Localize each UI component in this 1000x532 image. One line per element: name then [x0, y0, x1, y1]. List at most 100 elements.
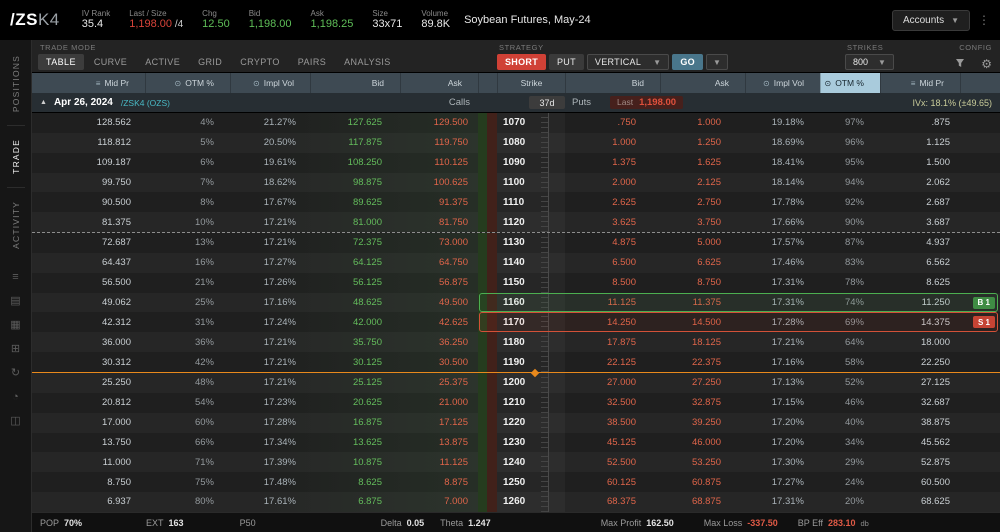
call-bid[interactable]: 6.875	[358, 496, 382, 508]
call-ask[interactable]: 17.125	[438, 417, 468, 429]
call-ask[interactable]: 30.500	[438, 356, 468, 368]
call-ask[interactable]: 8.875	[444, 476, 468, 488]
put-bid[interactable]: 68.375	[606, 496, 636, 508]
put-mid-price[interactable]: 1.500	[926, 157, 950, 169]
call-ask[interactable]: 91.375	[438, 196, 468, 208]
call-bid[interactable]: 25.125	[352, 377, 382, 389]
collapse-chevron-icon[interactable]: ▲	[40, 99, 47, 106]
call-mid-price[interactable]: 118.812	[97, 137, 131, 149]
put-ask[interactable]: 68.875	[691, 496, 721, 508]
put-bid[interactable]: 14.250	[606, 316, 636, 328]
type-put-button[interactable]: PUT	[549, 54, 584, 70]
put-ask[interactable]: 60.875	[691, 476, 721, 488]
buy-leg-badge[interactable]: B 1	[972, 296, 995, 309]
strategy-expand-button[interactable]: ▼	[705, 54, 729, 70]
put-ask[interactable]: 2.125	[697, 176, 721, 188]
header-put-ask[interactable]: Ask	[660, 73, 745, 93]
put-mid-price[interactable]: 45.562	[920, 436, 950, 448]
sidebar-tab-positions[interactable]: POSITIONS	[10, 55, 21, 113]
call-mid-price[interactable]: 90.500	[101, 196, 131, 208]
more-menu-icon[interactable]: ⋮	[978, 13, 990, 27]
header-call-ask[interactable]: Ask	[400, 73, 478, 93]
strikes-select[interactable]: 800 ▼	[845, 54, 894, 70]
call-bid[interactable]: 117.875	[348, 137, 382, 149]
call-mid-price[interactable]: 36.000	[101, 336, 131, 348]
apps-icon[interactable]: ⊞	[10, 342, 21, 355]
tab-analysis[interactable]: ANALYSIS	[344, 57, 391, 67]
history-icon[interactable]: ↻	[10, 366, 21, 379]
header-put-impl-vol[interactable]: ⊙ Impl Vol	[745, 73, 820, 93]
put-mid-price[interactable]: 32.687	[920, 397, 950, 409]
call-mid-price[interactable]: 56.500	[101, 277, 131, 289]
put-ask[interactable]: 1.000	[697, 117, 721, 129]
call-ask[interactable]: 36.250	[438, 336, 468, 348]
side-short-button[interactable]: SHORT	[497, 54, 546, 70]
tab-pairs[interactable]: PAIRS	[297, 57, 327, 67]
call-ask[interactable]: 42.625	[438, 316, 468, 328]
put-mid-price[interactable]: 18.000	[920, 336, 950, 348]
put-bid[interactable]: 2.625	[612, 196, 636, 208]
call-mid-price[interactable]: 64.437	[101, 257, 131, 269]
rows-icon[interactable]: ▤	[10, 294, 21, 307]
header-put-otm[interactable]: ⊙ OTM %	[820, 73, 880, 93]
put-mid-price[interactable]: 3.687	[926, 216, 950, 228]
put-bid[interactable]: 27.000	[606, 377, 636, 389]
put-ask[interactable]: 5.000	[697, 237, 721, 249]
call-mid-price[interactable]: 109.187	[96, 157, 131, 169]
call-mid-price[interactable]: 72.687	[101, 237, 131, 249]
put-ask[interactable]: 53.250	[691, 456, 721, 468]
put-bid[interactable]: 38.500	[606, 417, 636, 429]
put-bid[interactable]: 1.000	[612, 137, 636, 149]
journal-icon[interactable]: ▦	[10, 318, 21, 331]
header-call-otm[interactable]: ⊙ OTM %	[145, 73, 230, 93]
put-ask[interactable]: 8.750	[697, 277, 721, 289]
list-icon[interactable]: ≡	[12, 270, 19, 283]
put-ask[interactable]: 46.000	[691, 436, 721, 448]
call-ask[interactable]: 21.000	[438, 397, 468, 409]
put-bid[interactable]: 32.500	[606, 397, 636, 409]
put-ask[interactable]: 32.875	[691, 397, 721, 409]
header-call-impl-vol[interactable]: ⊙ Impl Vol	[230, 73, 310, 93]
put-ask[interactable]: 1.625	[697, 157, 721, 169]
call-ask[interactable]: 81.750	[438, 216, 468, 228]
call-mid-price[interactable]: 17.000	[101, 417, 131, 429]
sidebar-tab-activity[interactable]: ACTIVITY	[10, 200, 21, 249]
call-mid-price[interactable]: 25.250	[101, 377, 131, 389]
put-ask[interactable]: 22.375	[691, 356, 721, 368]
put-mid-price[interactable]: 52.875	[920, 456, 950, 468]
put-ask[interactable]: 11.375	[692, 297, 721, 309]
call-bid[interactable]: 89.625	[352, 196, 382, 208]
call-bid[interactable]: 56.125	[352, 277, 382, 289]
tab-grid[interactable]: GRID	[198, 57, 223, 67]
call-mid-price[interactable]: 20.812	[101, 397, 131, 409]
put-mid-price[interactable]: 8.625	[926, 277, 950, 289]
call-bid[interactable]: 48.625	[352, 297, 382, 309]
put-ask[interactable]: 3.750	[697, 216, 721, 228]
put-bid[interactable]: .750	[617, 117, 637, 129]
call-mid-price[interactable]: 42.312	[101, 316, 131, 328]
put-bid[interactable]: 6.500	[612, 257, 636, 269]
put-bid[interactable]: 17.875	[606, 336, 636, 348]
call-ask[interactable]: 11.125	[439, 456, 468, 468]
put-mid-price[interactable]: .875	[931, 117, 951, 129]
put-mid-price[interactable]: 27.125	[920, 377, 950, 389]
call-ask[interactable]: 100.625	[433, 176, 468, 188]
call-ask[interactable]: 25.375	[438, 377, 468, 389]
call-bid[interactable]: 72.375	[352, 237, 382, 249]
header-put-mid-price[interactable]: ≡ Mid Pr	[880, 73, 960, 93]
call-mid-price[interactable]: 30.312	[101, 356, 131, 368]
call-mid-price[interactable]: 128.562	[96, 117, 131, 129]
traders-icon[interactable]: ◔	[12, 390, 19, 403]
put-mid-price[interactable]: 2.687	[926, 196, 950, 208]
call-ask[interactable]: 119.750	[434, 137, 468, 149]
put-mid-price[interactable]: 6.562	[926, 257, 950, 269]
call-ask[interactable]: 49.500	[438, 297, 468, 309]
call-ask[interactable]: 73.000	[438, 237, 468, 249]
put-ask[interactable]: 2.750	[697, 196, 721, 208]
call-mid-price[interactable]: 6.937	[107, 496, 131, 508]
call-ask[interactable]: 129.500	[433, 117, 468, 129]
put-bid[interactable]: 1.375	[612, 157, 636, 169]
tab-table[interactable]: TABLE	[38, 54, 84, 70]
call-bid[interactable]: 20.625	[352, 397, 382, 409]
header-call-bid[interactable]: Bid	[310, 73, 400, 93]
